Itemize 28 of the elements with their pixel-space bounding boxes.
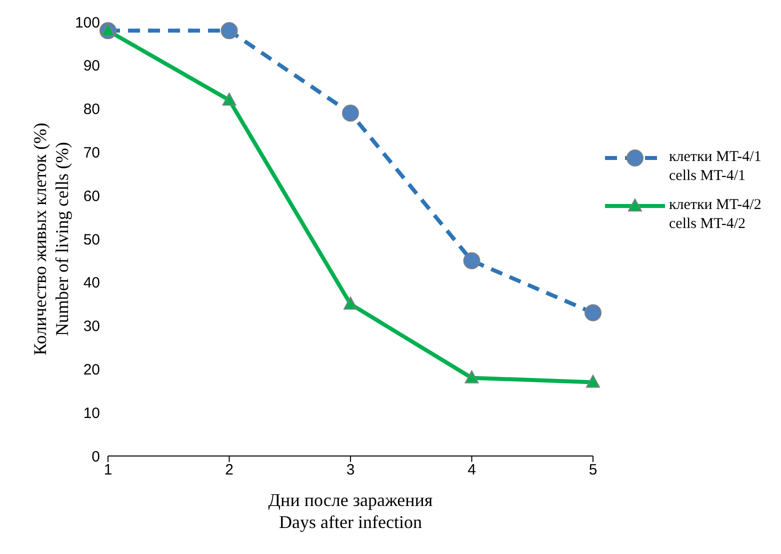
legend-label: клетки MT-4/2 cells MT-4/2 [669, 196, 762, 234]
y-tick-label: 90 [83, 58, 100, 75]
y-tick-label: 60 [83, 188, 100, 205]
x-tick-label: 2 [225, 462, 234, 479]
y-tick-label: 80 [83, 101, 100, 118]
x-tick-label: 1 [104, 462, 112, 479]
point [342, 104, 359, 122]
y-tick-label: 50 [83, 231, 100, 248]
y-tick-label: 20 [83, 362, 100, 379]
point [220, 22, 238, 40]
x-tick-label: 4 [468, 462, 476, 479]
y-tick-label: 0 [92, 448, 100, 466]
point [586, 374, 600, 388]
x-tick-label: 3 [346, 462, 355, 479]
point [463, 252, 480, 270]
legend-label: клетки MT-4/1 cells MT-4/1 [669, 148, 762, 186]
y-tick-label: 40 [83, 274, 100, 292]
y-tick-label: 30 [83, 318, 100, 336]
x-axis-title: Дни после заражения Days after infection [268, 490, 433, 532]
x-tick-label: 5 [588, 462, 598, 479]
y-tick-label: 70 [83, 144, 100, 162]
y-tick-label: 10 [83, 404, 100, 422]
y-tick-label: 100 [74, 14, 100, 32]
point [464, 370, 479, 384]
y-axis-title: Количество живых клеток (%) Number of living cells (%) [30, 122, 72, 356]
point [222, 92, 236, 106]
point [584, 304, 602, 322]
point [344, 296, 358, 310]
